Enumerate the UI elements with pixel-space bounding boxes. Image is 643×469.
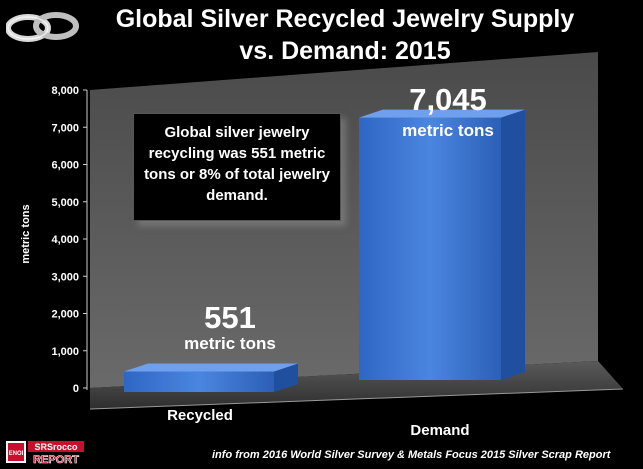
bar-side — [274, 363, 298, 392]
y-tick-label: 2,000 — [51, 309, 79, 321]
y-tick-label: 1,000 — [51, 346, 79, 358]
y-tick-label: 7,000 — [51, 122, 79, 134]
bar-side — [501, 109, 525, 380]
bar-top — [359, 109, 525, 118]
bar-front — [359, 117, 501, 380]
y-tick-label: 3,000 — [51, 271, 79, 283]
y-axis-label: metric tons — [20, 204, 32, 264]
demand-unit-label: metric tons — [402, 121, 494, 140]
bar-top — [124, 363, 298, 372]
recycled-unit-label: metric tons — [184, 334, 276, 353]
y-tick-label: 6,000 — [51, 160, 79, 172]
x-tick-demand: Demand — [410, 422, 470, 439]
recycled-value-label: 551 — [204, 300, 256, 335]
x-axis-line — [89, 388, 624, 410]
bar-recycled — [124, 363, 298, 392]
chart-title-line2: vs. Demand: 2015 — [239, 37, 451, 65]
annotation-box: Global silver jewelry recycling was 551 … — [133, 113, 341, 221]
y-tick-label: 0 — [73, 383, 79, 395]
logo-badge-text: ENOI — [9, 451, 24, 457]
srsrocco-report-logo: ENOI SRSrocco REPORT — [6, 440, 84, 466]
bar-front — [124, 371, 274, 392]
y-tick-label: 4,000 — [51, 234, 79, 246]
source-note: info from 2016 World Silver Survey & Met… — [212, 449, 611, 461]
logo-bottom-text: REPORT — [33, 454, 79, 464]
bar-demand — [359, 109, 525, 380]
chart-title-line1: Global Silver Recycled Jewelry Supply — [115, 5, 575, 33]
logo-top-text: SRSrocco — [34, 442, 78, 452]
y-tick-label: 5,000 — [51, 197, 79, 209]
demand-value-label: 7,045 — [409, 82, 487, 117]
silver-rings-icon — [5, 8, 80, 44]
x-tick-recycled: Recycled — [167, 407, 233, 424]
y-tick-label: 8,000 — [51, 85, 79, 97]
